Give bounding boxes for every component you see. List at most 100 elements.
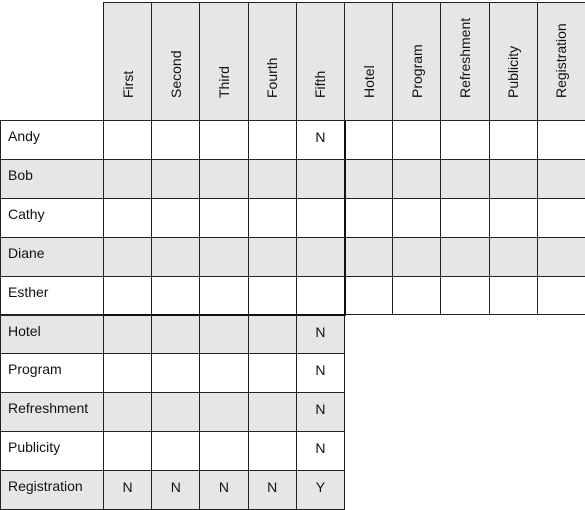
- cell-mark: N: [267, 479, 278, 496]
- grid-cell[interactable]: [151, 197, 201, 238]
- grid-cell[interactable]: [199, 275, 249, 316]
- grid-cell[interactable]: [103, 353, 153, 394]
- grid-cell[interactable]: [488, 236, 538, 277]
- grid-cell[interactable]: [247, 158, 297, 199]
- grid-cell[interactable]: [295, 197, 345, 238]
- row-label-refreshment: Refreshment: [0, 392, 104, 433]
- grid-cell[interactable]: [488, 120, 538, 160]
- column-header-label: Publicity: [505, 45, 522, 98]
- grid-cell[interactable]: [103, 392, 153, 433]
- grid-cell[interactable]: [199, 158, 249, 199]
- grid-cell[interactable]: N: [247, 470, 297, 510]
- grid-cell[interactable]: Y: [295, 470, 345, 510]
- grid-cell[interactable]: [151, 392, 201, 433]
- grid-cell[interactable]: [151, 120, 201, 160]
- grid-cell[interactable]: [536, 236, 585, 277]
- grid-cell[interactable]: [344, 197, 394, 238]
- column-header-label: Fifth: [312, 70, 329, 98]
- grid-cell[interactable]: [247, 314, 297, 355]
- grid-cell[interactable]: [488, 158, 538, 199]
- grid-cell[interactable]: [536, 158, 585, 199]
- grid-cell[interactable]: [536, 275, 585, 316]
- grid-cell[interactable]: [440, 120, 490, 160]
- column-header-third: Third: [199, 2, 249, 121]
- grid-cell[interactable]: N: [295, 120, 345, 160]
- cell-mark: Y: [315, 479, 326, 496]
- grid-cell[interactable]: [247, 236, 297, 277]
- grid-cell[interactable]: [151, 236, 201, 277]
- grid-cell[interactable]: [199, 392, 249, 433]
- grid-cell[interactable]: [151, 431, 201, 472]
- cell-mark: N: [218, 479, 230, 496]
- cell-mark: N: [170, 479, 181, 496]
- grid-cell[interactable]: [344, 158, 394, 199]
- cell-mark: N: [315, 323, 326, 340]
- grid-cell[interactable]: [392, 158, 442, 199]
- grid-cell[interactable]: [440, 197, 490, 238]
- row-label-registration: Registration: [0, 470, 104, 510]
- grid-cell[interactable]: [440, 275, 490, 316]
- grid-cell[interactable]: [103, 275, 153, 316]
- row-label-hotel: Hotel: [0, 314, 104, 355]
- grid-cell[interactable]: [151, 158, 201, 199]
- grid-cell[interactable]: N: [295, 353, 345, 394]
- grid-cell[interactable]: [103, 158, 153, 199]
- grid-cell[interactable]: [392, 236, 442, 277]
- grid-cell[interactable]: [488, 197, 538, 238]
- grid-cell[interactable]: [247, 353, 297, 394]
- grid-cell[interactable]: [199, 236, 249, 277]
- cell-mark: N: [315, 129, 326, 145]
- grid-cell[interactable]: [440, 158, 490, 199]
- grid-cell[interactable]: [295, 158, 345, 199]
- grid-cell[interactable]: [295, 275, 345, 316]
- cell-mark: N: [315, 401, 326, 418]
- grid-cell[interactable]: [199, 353, 249, 394]
- grid-cell[interactable]: [392, 197, 442, 238]
- row-label-program: Program: [0, 353, 104, 394]
- grid-cell[interactable]: [295, 236, 345, 277]
- cell-mark: N: [315, 362, 326, 379]
- grid-cell[interactable]: [344, 275, 394, 316]
- grid-cell[interactable]: [103, 120, 153, 160]
- grid-cell[interactable]: [344, 236, 394, 277]
- grid-cell[interactable]: [103, 236, 153, 277]
- column-header-program: Program: [392, 2, 442, 121]
- grid-cell[interactable]: [247, 392, 297, 433]
- row-label-cathy: Cathy: [0, 197, 104, 238]
- grid-cell[interactable]: [199, 120, 249, 160]
- grid-cell[interactable]: [344, 120, 394, 160]
- grid-cell[interactable]: N: [295, 392, 345, 433]
- grid-cell[interactable]: [151, 314, 201, 355]
- column-header-label: Registration: [553, 23, 570, 98]
- grid-cell[interactable]: N: [199, 470, 249, 510]
- grid-cell[interactable]: N: [151, 470, 201, 510]
- grid-cell[interactable]: [440, 236, 490, 277]
- grid-cell[interactable]: [103, 314, 153, 355]
- grid-cell[interactable]: [536, 197, 585, 238]
- column-header-label: Refreshment: [456, 17, 473, 98]
- grid-cell[interactable]: [536, 120, 585, 160]
- column-header-registration: Registration: [536, 2, 585, 121]
- grid-cell[interactable]: [247, 197, 297, 238]
- grid-cell[interactable]: N: [295, 314, 345, 355]
- grid-cell[interactable]: [151, 353, 201, 394]
- grid-cell[interactable]: [247, 275, 297, 316]
- grid-cell[interactable]: N: [103, 470, 153, 510]
- grid-cell[interactable]: [392, 120, 442, 160]
- column-header-publicity: Publicity: [488, 2, 538, 121]
- grid-cell[interactable]: [247, 120, 297, 160]
- grid-cell[interactable]: [199, 431, 249, 472]
- grid-cell[interactable]: [103, 431, 153, 472]
- grid-cell[interactable]: N: [295, 431, 345, 472]
- grid-cell[interactable]: [151, 275, 201, 316]
- grid-cell[interactable]: [488, 275, 538, 316]
- column-header-label: Second: [167, 50, 184, 98]
- grid-cell[interactable]: [103, 197, 153, 238]
- column-header-second: Second: [151, 2, 201, 121]
- grid-cell[interactable]: [392, 275, 442, 316]
- grid-cell[interactable]: [199, 197, 249, 238]
- column-header-label: Fourth: [264, 57, 281, 98]
- grid-cell[interactable]: [247, 431, 297, 472]
- cell-mark: N: [315, 440, 326, 457]
- grid-cell[interactable]: [199, 314, 249, 355]
